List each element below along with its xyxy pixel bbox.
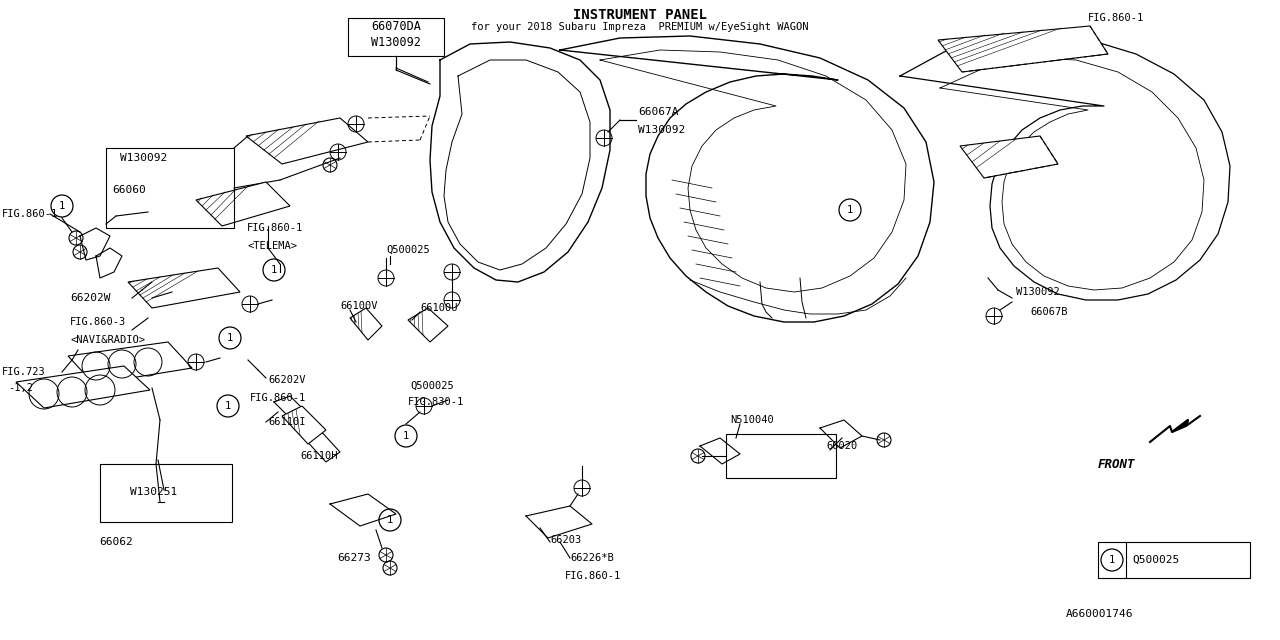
Polygon shape (938, 26, 1108, 72)
Polygon shape (196, 182, 291, 226)
Text: FIG.860-3: FIG.860-3 (70, 317, 127, 327)
Text: FIG.860-1: FIG.860-1 (564, 571, 621, 581)
Text: FIG.723: FIG.723 (3, 367, 46, 377)
Text: 66226*B: 66226*B (570, 553, 613, 563)
Text: 66062: 66062 (99, 537, 133, 547)
Text: W130092: W130092 (120, 153, 168, 163)
Text: INSTRUMENT PANEL: INSTRUMENT PANEL (573, 8, 707, 22)
Text: 66273: 66273 (337, 553, 371, 563)
Text: 1: 1 (1108, 555, 1115, 565)
Text: 66020: 66020 (826, 441, 858, 451)
Text: 66060: 66060 (113, 185, 146, 195)
Bar (1098, 542, 1251, 578)
Text: 1: 1 (847, 205, 854, 215)
Bar (100, 464, 232, 522)
Text: 66110H: 66110H (300, 451, 338, 461)
Text: Q500025: Q500025 (1132, 555, 1179, 565)
Text: -1,2: -1,2 (8, 383, 33, 393)
Text: 1: 1 (403, 431, 410, 441)
Text: 66100V: 66100V (340, 301, 378, 311)
Text: 1: 1 (227, 333, 233, 343)
Text: 66110I: 66110I (268, 417, 306, 427)
Text: 66067A: 66067A (637, 107, 678, 117)
Text: for your 2018 Subaru Impreza  PREMIUM w/EyeSight WAGON: for your 2018 Subaru Impreza PREMIUM w/E… (471, 22, 809, 32)
Text: 66202V: 66202V (268, 375, 306, 385)
Text: W130092: W130092 (637, 125, 685, 135)
Text: Q500025: Q500025 (410, 381, 453, 391)
Text: 1: 1 (387, 515, 393, 525)
Text: 1: 1 (225, 401, 232, 411)
Bar (106, 148, 234, 228)
Text: 66067B: 66067B (1030, 307, 1068, 317)
Text: 1: 1 (271, 265, 278, 275)
Text: FIG.860-1: FIG.860-1 (250, 393, 306, 403)
Bar (348, 18, 444, 56)
Text: <NAVI&RADIO>: <NAVI&RADIO> (70, 335, 145, 345)
Polygon shape (282, 406, 326, 444)
Polygon shape (17, 366, 150, 408)
Text: 66203: 66203 (550, 535, 581, 545)
Text: N510040: N510040 (730, 415, 773, 425)
Text: <TELEMA>: <TELEMA> (247, 241, 297, 251)
Text: W130092: W130092 (371, 35, 421, 49)
Text: FRONT: FRONT (1098, 458, 1135, 470)
Text: Q500025: Q500025 (387, 245, 430, 255)
Polygon shape (960, 136, 1059, 178)
Text: A660001746: A660001746 (1066, 609, 1134, 619)
Polygon shape (246, 118, 369, 164)
Text: FIG.860-1: FIG.860-1 (247, 223, 303, 233)
Text: W130092: W130092 (1016, 287, 1060, 297)
Text: 1: 1 (59, 201, 65, 211)
Polygon shape (349, 308, 381, 340)
Polygon shape (1172, 420, 1188, 432)
Text: FIG.860-1: FIG.860-1 (1088, 13, 1144, 23)
Text: 66202W: 66202W (70, 293, 110, 303)
Polygon shape (68, 342, 192, 384)
Text: FIG.860-1: FIG.860-1 (3, 209, 59, 219)
Text: W130251: W130251 (131, 487, 177, 497)
Polygon shape (408, 308, 448, 342)
Text: 66070DA: 66070DA (371, 19, 421, 33)
Bar (726, 434, 836, 478)
Text: FIG.830-1: FIG.830-1 (408, 397, 465, 407)
Polygon shape (128, 268, 241, 308)
Text: 66100U: 66100U (420, 303, 457, 313)
